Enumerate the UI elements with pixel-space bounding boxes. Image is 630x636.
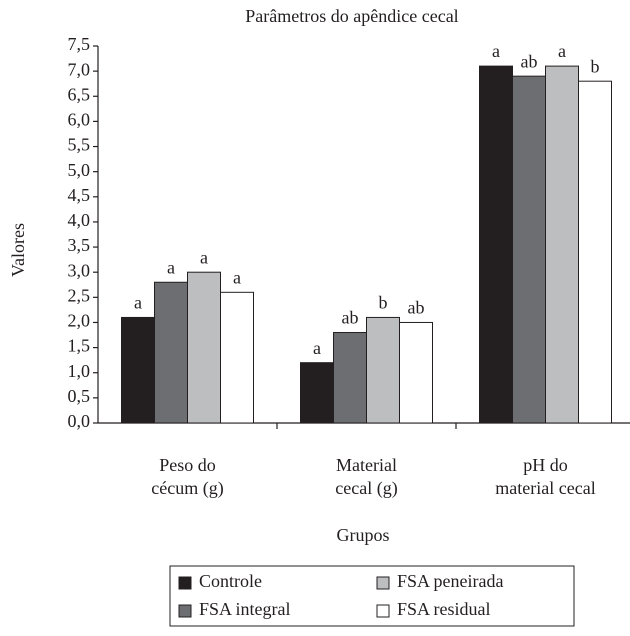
bar: [154, 281, 188, 424]
legend-label: FSA peneirada: [397, 571, 503, 591]
bar-annotation: a: [558, 41, 566, 61]
bar-annotation: a: [200, 247, 208, 267]
y-tick-label: 6,5: [68, 84, 91, 104]
y-tick-label: 0,5: [68, 386, 91, 406]
x-tick-label: Material cecal (g): [335, 455, 397, 499]
bar: [220, 291, 254, 424]
y-tick-label: 0,0: [68, 411, 91, 431]
y-tick-label: 1,5: [68, 336, 91, 356]
legend-swatch: [376, 604, 390, 618]
bar-annotation: a: [134, 293, 142, 313]
bar: [578, 80, 612, 424]
y-tick-label: 3,5: [68, 235, 91, 255]
bar: [399, 321, 433, 424]
legend-swatch: [376, 576, 390, 590]
y-tick-label: 1,0: [68, 361, 91, 381]
bar: [187, 271, 221, 424]
legend-label: FSA integral: [199, 599, 291, 619]
bar: [300, 362, 334, 424]
bar: [121, 316, 155, 424]
bar: [512, 75, 546, 424]
y-tick-label: 6,0: [68, 110, 91, 130]
y-tick-label: 4,5: [68, 185, 91, 205]
bar: [333, 332, 367, 424]
bar-annotation: a: [233, 267, 241, 287]
bar-annotation: a: [167, 257, 175, 277]
bar: [366, 316, 400, 424]
x-axis-label: Grupos: [337, 525, 390, 545]
bar-annotation: ab: [342, 308, 359, 328]
y-tick-label: 7,0: [68, 59, 91, 79]
legend-box: [169, 565, 575, 627]
bar-annotation: a: [313, 338, 321, 358]
x-tick-label: Peso do cécum (g): [151, 455, 223, 499]
y-tick-label: 5,5: [68, 135, 91, 155]
bar-annotation: b: [379, 293, 388, 313]
y-tick-label: 2,0: [68, 311, 91, 331]
y-tick-label: 3,0: [68, 260, 91, 280]
chart-title: Parâmetros do apêndice cecal: [245, 6, 458, 26]
bar-annotation: b: [591, 56, 600, 76]
bar: [545, 65, 579, 424]
y-tick-label: 7,5: [68, 34, 91, 54]
legend-swatch: [178, 604, 192, 618]
y-axis-label: Valores: [8, 223, 28, 277]
x-tick-label: pH do material cecal: [495, 455, 595, 498]
y-tick-label: 5,0: [68, 160, 91, 180]
bar-annotation: a: [492, 41, 500, 61]
legend-swatch: [178, 576, 192, 590]
y-tick-label: 4,0: [68, 210, 91, 230]
y-tick-label: 2,5: [68, 285, 91, 305]
bar: [479, 65, 513, 424]
bar-annotation: ab: [521, 51, 538, 71]
legend-label: FSA residual: [397, 599, 491, 619]
bar-annotation: ab: [408, 298, 425, 318]
legend-label: Controle: [199, 571, 262, 591]
